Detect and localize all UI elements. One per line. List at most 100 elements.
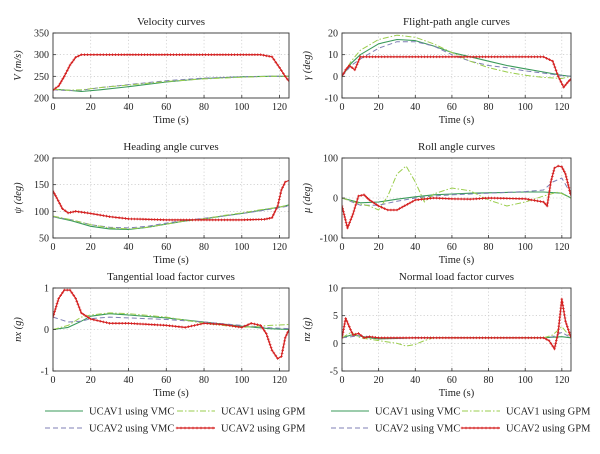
series-marker-gpm2 [551, 59, 554, 63]
series-marker-gpm2 [86, 53, 89, 56]
series-marker-gpm2 [536, 336, 539, 340]
y-tick-label: 1 [44, 284, 49, 295]
series-marker-gpm2 [444, 55, 448, 59]
series-marker-gpm2 [95, 53, 99, 56]
series-marker-gpm2 [557, 324, 561, 328]
series-marker-gpm2 [92, 318, 96, 322]
series-marker-gpm2 [505, 197, 509, 200]
series-marker-gpm2 [131, 53, 135, 56]
x-tick-label: 80 [199, 242, 209, 253]
series-marker-gpm2 [230, 53, 233, 56]
series-marker-gpm2 [253, 53, 257, 56]
series-marker-gpm2 [346, 226, 349, 230]
series-line-gpm2 [342, 298, 571, 350]
series-marker-gpm2 [414, 336, 417, 340]
series-marker-gpm2 [549, 342, 553, 345]
series-marker-gpm2 [401, 55, 405, 59]
series-marker-gpm2 [562, 307, 565, 310]
series-marker-gpm2 [280, 188, 283, 192]
series-marker-gpm2 [493, 196, 496, 200]
series-marker-gpm2 [226, 218, 229, 222]
series-marker-gpm2 [365, 55, 368, 59]
series-marker-gpm2 [215, 53, 219, 56]
series-marker-gpm2 [552, 169, 556, 173]
series-marker-gpm2 [435, 196, 438, 200]
series-marker-gpm2 [481, 197, 484, 200]
series-marker-gpm2 [66, 211, 70, 215]
series-marker-gpm2 [450, 55, 454, 59]
series-marker-gpm2 [227, 53, 230, 56]
series-marker-gpm2 [499, 336, 503, 340]
series-marker-gpm2 [456, 197, 460, 201]
series-marker-gpm2 [426, 336, 429, 340]
series-marker-gpm2 [212, 53, 216, 56]
series-marker-gpm2 [368, 198, 371, 202]
series-marker-gpm2 [282, 342, 286, 346]
series-marker-gpm2 [105, 214, 108, 218]
series-marker-gpm2 [111, 215, 115, 219]
series-line-gpm1 [342, 165, 571, 211]
series-marker-gpm2 [57, 84, 60, 88]
x-tick-label: 40 [124, 102, 134, 113]
series-marker-gpm2 [468, 197, 472, 201]
series-marker-gpm2 [202, 322, 206, 325]
x-tick-label: 100 [518, 375, 533, 386]
series-marker-gpm2 [357, 58, 361, 61]
series-marker-gpm2 [175, 53, 178, 56]
chart-title: Velocity curves [137, 16, 205, 28]
series-marker-gpm2 [280, 355, 283, 358]
legend-item-gpm2: UCAV2 using GPM [175, 424, 306, 435]
series-marker-gpm2 [566, 81, 569, 85]
series-marker-gpm2 [183, 53, 187, 56]
series-marker-gpm2 [87, 316, 90, 319]
series-marker-gpm2 [542, 200, 545, 204]
series-marker-gpm2 [432, 196, 435, 200]
series-marker-gpm2 [561, 83, 564, 86]
series-marker-gpm2 [162, 218, 165, 222]
series-marker-gpm2 [265, 332, 268, 335]
series-marker-gpm2 [555, 339, 558, 342]
series-marker-gpm2 [92, 53, 96, 56]
series-marker-gpm2 [272, 351, 276, 355]
series-marker-gpm2 [137, 53, 140, 56]
series-marker-gpm2 [74, 210, 77, 213]
series-marker-gpm2 [398, 207, 401, 210]
series-marker-gpm2 [395, 336, 399, 340]
series-marker-gpm2 [559, 80, 563, 84]
series-marker-gpm2 [484, 55, 487, 59]
series-marker-gpm2 [95, 213, 99, 216]
series-marker-gpm2 [141, 322, 145, 326]
series-line-vmc1 [342, 38, 571, 77]
series-marker-gpm2 [265, 217, 269, 221]
series-marker-gpm2 [568, 189, 571, 192]
series-marker-gpm2 [83, 211, 86, 214]
y-tick-label: 300 [34, 50, 49, 61]
plot-frame [341, 32, 572, 99]
series-marker-gpm2 [417, 198, 420, 201]
series-line-vmc1 [342, 191, 571, 204]
series-marker-gpm2 [547, 339, 551, 342]
series-marker-gpm2 [236, 53, 239, 56]
series-marker-gpm2 [527, 336, 530, 340]
series-marker-gpm2 [166, 53, 169, 56]
series-marker-gpm2 [414, 55, 417, 59]
series-marker-gpm2 [380, 55, 383, 59]
x-tick-label: 60 [161, 375, 171, 386]
series-marker-gpm2 [153, 218, 156, 221]
x-tick-label: 120 [554, 375, 569, 386]
series-marker-gpm2 [218, 53, 222, 56]
x-tick-label: 20 [86, 242, 96, 253]
series-marker-gpm2 [270, 55, 274, 59]
series-marker-gpm2 [564, 172, 567, 176]
series-marker-gpm2 [269, 346, 273, 349]
x-tick-label: 80 [484, 102, 494, 113]
series-marker-gpm2 [502, 336, 506, 340]
series-marker-gpm2 [89, 53, 93, 56]
series-marker-gpm2 [403, 204, 407, 207]
series-marker-gpm2 [536, 199, 539, 203]
series-marker-gpm2 [246, 323, 250, 326]
series-marker-gpm2 [208, 218, 212, 222]
series-marker-gpm2 [404, 55, 408, 59]
series-marker-gpm2 [276, 204, 279, 208]
